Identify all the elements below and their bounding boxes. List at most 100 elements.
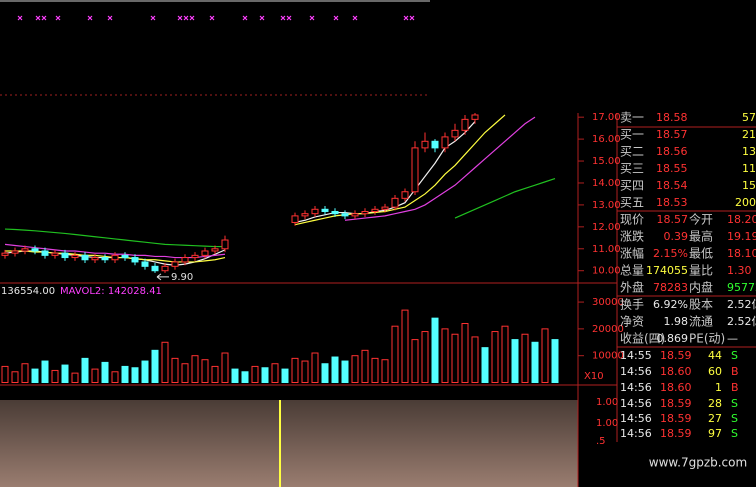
quote-panel: 卖一 18.58 57 买一 18.57 21 买二 18.56 13 买三 18.55 11 买四 18… (617, 111, 756, 440)
candle-body (421, 140, 429, 149)
trade-volume: 1 (715, 381, 722, 394)
signal-x (150, 15, 156, 21)
stat-label: 量比 (689, 264, 713, 278)
candle-body (291, 215, 299, 223)
stat-label: PE(动) (689, 332, 725, 346)
volume-bar (131, 367, 139, 384)
candle-body (391, 197, 399, 208)
volume-bar (191, 355, 199, 384)
candle-body (41, 250, 49, 256)
order-label: 买三 (620, 162, 644, 176)
order-volume: 57 (742, 111, 756, 124)
order-label: 买四 (620, 179, 644, 193)
volume-bar (401, 309, 409, 384)
order-volume: 13 (742, 145, 756, 158)
trade-price: 18.59 (660, 427, 692, 440)
volume-bar (121, 365, 129, 384)
volume-bar (271, 363, 279, 383)
indicator-panel (0, 400, 578, 487)
signal-x (183, 15, 189, 21)
candle-body (461, 118, 469, 131)
trade-price: 18.59 (660, 412, 692, 425)
trade-price: 18.59 (660, 349, 692, 362)
volume-bar (201, 359, 209, 383)
volume-bar (41, 360, 49, 383)
y-tick-label: 17.00 (592, 112, 621, 123)
candle-body (371, 208, 379, 212)
candle-body (161, 265, 169, 272)
volume-bar (51, 369, 59, 384)
signal-x (403, 15, 409, 21)
trade-side: S (731, 349, 738, 362)
volume-plot (1, 309, 559, 384)
stat-value: 19.19 (727, 230, 756, 243)
stat-value: 2.52亿 (727, 315, 756, 328)
stat-label: 收益(四) (620, 332, 665, 346)
y-tick-label: 12.00 (592, 222, 621, 233)
stat-label: 净资 (620, 315, 644, 329)
volume-bar (281, 368, 289, 384)
stat-label: 今开 (689, 212, 713, 227)
signal-x (35, 15, 41, 21)
volume-bar (301, 360, 309, 383)
candle-body (191, 254, 199, 259)
candle-body (71, 254, 79, 259)
candle-body (311, 208, 319, 215)
stat-value: 78283 (653, 281, 688, 294)
order-price: 18.58 (656, 111, 688, 124)
trade-time: 14:56 (620, 365, 652, 378)
indicator-label: 1.00 (596, 397, 618, 408)
volume-bar (391, 325, 399, 383)
trade-time: 14:55 (620, 349, 652, 362)
trade-time: 14:56 (620, 397, 652, 410)
volume-bar (431, 317, 439, 383)
volume-bar (491, 331, 499, 384)
watermark: www.7gpzb.com (649, 456, 747, 470)
trade-time: 14:56 (620, 412, 652, 425)
trade-time: 14:56 (620, 381, 652, 394)
order-price: 18.57 (656, 128, 688, 141)
candle-body (181, 257, 189, 263)
trade-side: B (731, 365, 739, 378)
candle-body (91, 257, 99, 261)
candle-body (451, 129, 459, 138)
stat-value: 1.98 (664, 315, 689, 328)
ma-line (5, 114, 506, 263)
candle-body (1, 252, 9, 256)
volume-bar (251, 365, 259, 384)
candle-body (51, 252, 59, 256)
ma-line (4, 178, 556, 248)
candle-body (411, 147, 419, 193)
volume-bar (311, 352, 319, 383)
order-label: 买五 (620, 196, 644, 210)
stat-value: — (727, 332, 738, 345)
volume-bar (531, 341, 539, 384)
volume-bar (541, 328, 549, 383)
volume-bar (381, 359, 389, 383)
volume-bar (111, 371, 119, 383)
order-volume: 15 (742, 179, 756, 192)
signal-x (55, 15, 61, 21)
volume-bar (81, 357, 89, 384)
order-price: 18.56 (656, 145, 688, 158)
y-tick-label: 16.00 (592, 134, 621, 145)
y-tick-label: 30000 (592, 297, 624, 308)
mavol-text: MAVOL2: 142028.41 (60, 286, 162, 297)
low-label: 9.90 (171, 272, 193, 283)
stat-value: 2.15% (653, 247, 688, 260)
candle-body (471, 114, 479, 120)
candle-body (31, 248, 39, 252)
volume-bar (161, 341, 169, 384)
trade-side: S (731, 397, 738, 410)
stat-label: 内盘 (689, 280, 713, 295)
candle-body (441, 136, 449, 149)
y-tick-label: 15.00 (592, 156, 621, 167)
trade-volume: 28 (708, 397, 722, 410)
price-plot (1, 113, 556, 273)
order-price: 18.54 (656, 179, 688, 192)
stat-label: 现价 (620, 213, 644, 227)
signal-x (177, 15, 183, 21)
volume-bar (471, 336, 479, 383)
signal-markers (17, 15, 415, 21)
